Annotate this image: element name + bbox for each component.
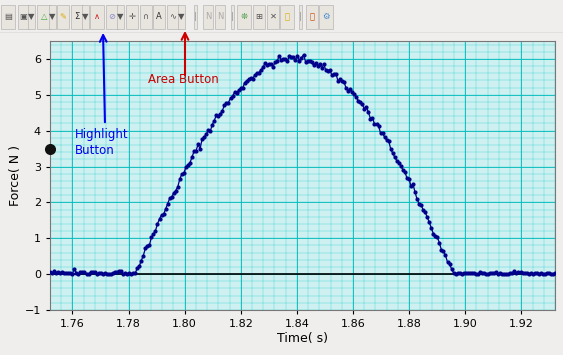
Text: ∩: ∩ — [143, 12, 149, 21]
Text: |: | — [231, 12, 234, 21]
FancyBboxPatch shape — [167, 5, 179, 28]
Text: ▼: ▼ — [82, 12, 88, 21]
FancyBboxPatch shape — [215, 5, 225, 28]
FancyBboxPatch shape — [28, 5, 34, 28]
FancyBboxPatch shape — [1, 5, 15, 28]
Text: N: N — [205, 12, 211, 21]
Text: ∧: ∧ — [94, 12, 100, 21]
FancyBboxPatch shape — [57, 5, 69, 28]
Text: ▼: ▼ — [178, 12, 184, 21]
FancyBboxPatch shape — [298, 5, 302, 28]
FancyBboxPatch shape — [126, 5, 138, 28]
FancyBboxPatch shape — [106, 5, 118, 28]
FancyBboxPatch shape — [140, 5, 152, 28]
FancyBboxPatch shape — [153, 5, 165, 28]
Text: Σ: Σ — [74, 12, 79, 21]
Text: A: A — [156, 12, 162, 21]
Text: |: | — [298, 12, 301, 21]
FancyBboxPatch shape — [306, 5, 318, 28]
Text: ▼: ▼ — [49, 12, 55, 21]
Text: ▼: ▼ — [117, 12, 123, 21]
FancyBboxPatch shape — [37, 5, 51, 28]
FancyBboxPatch shape — [117, 5, 123, 28]
FancyBboxPatch shape — [280, 5, 294, 28]
Text: ▣: ▣ — [19, 12, 27, 21]
Text: 🖈: 🖈 — [310, 12, 315, 21]
FancyBboxPatch shape — [203, 5, 213, 28]
Text: ⧉: ⧉ — [284, 12, 289, 21]
Text: ✛: ✛ — [128, 12, 136, 21]
Text: ▼: ▼ — [28, 12, 34, 21]
Text: ▤: ▤ — [4, 12, 12, 21]
Text: ❊: ❊ — [240, 12, 248, 21]
Text: △: △ — [41, 12, 47, 21]
FancyBboxPatch shape — [194, 5, 196, 28]
Text: Highlight
Button: Highlight Button — [75, 128, 128, 157]
Text: N: N — [217, 12, 223, 21]
FancyBboxPatch shape — [17, 5, 29, 28]
FancyBboxPatch shape — [177, 5, 185, 28]
Text: ⚙: ⚙ — [322, 12, 330, 21]
Text: ✎: ✎ — [60, 12, 66, 21]
FancyBboxPatch shape — [71, 5, 83, 28]
FancyBboxPatch shape — [253, 5, 265, 28]
FancyBboxPatch shape — [230, 5, 234, 28]
Text: ✕: ✕ — [270, 12, 276, 21]
FancyBboxPatch shape — [237, 5, 251, 28]
Text: ⊘: ⊘ — [109, 12, 115, 21]
Y-axis label: Force( N ): Force( N ) — [9, 145, 22, 206]
FancyBboxPatch shape — [48, 5, 56, 28]
Text: ⊞: ⊞ — [256, 12, 262, 21]
Text: ∿: ∿ — [169, 12, 176, 21]
FancyBboxPatch shape — [82, 5, 88, 28]
FancyBboxPatch shape — [90, 5, 104, 28]
X-axis label: Time( s): Time( s) — [277, 332, 328, 345]
FancyBboxPatch shape — [267, 5, 279, 28]
Text: Area Button: Area Button — [148, 73, 219, 86]
Text: |: | — [194, 12, 196, 21]
FancyBboxPatch shape — [319, 5, 333, 28]
